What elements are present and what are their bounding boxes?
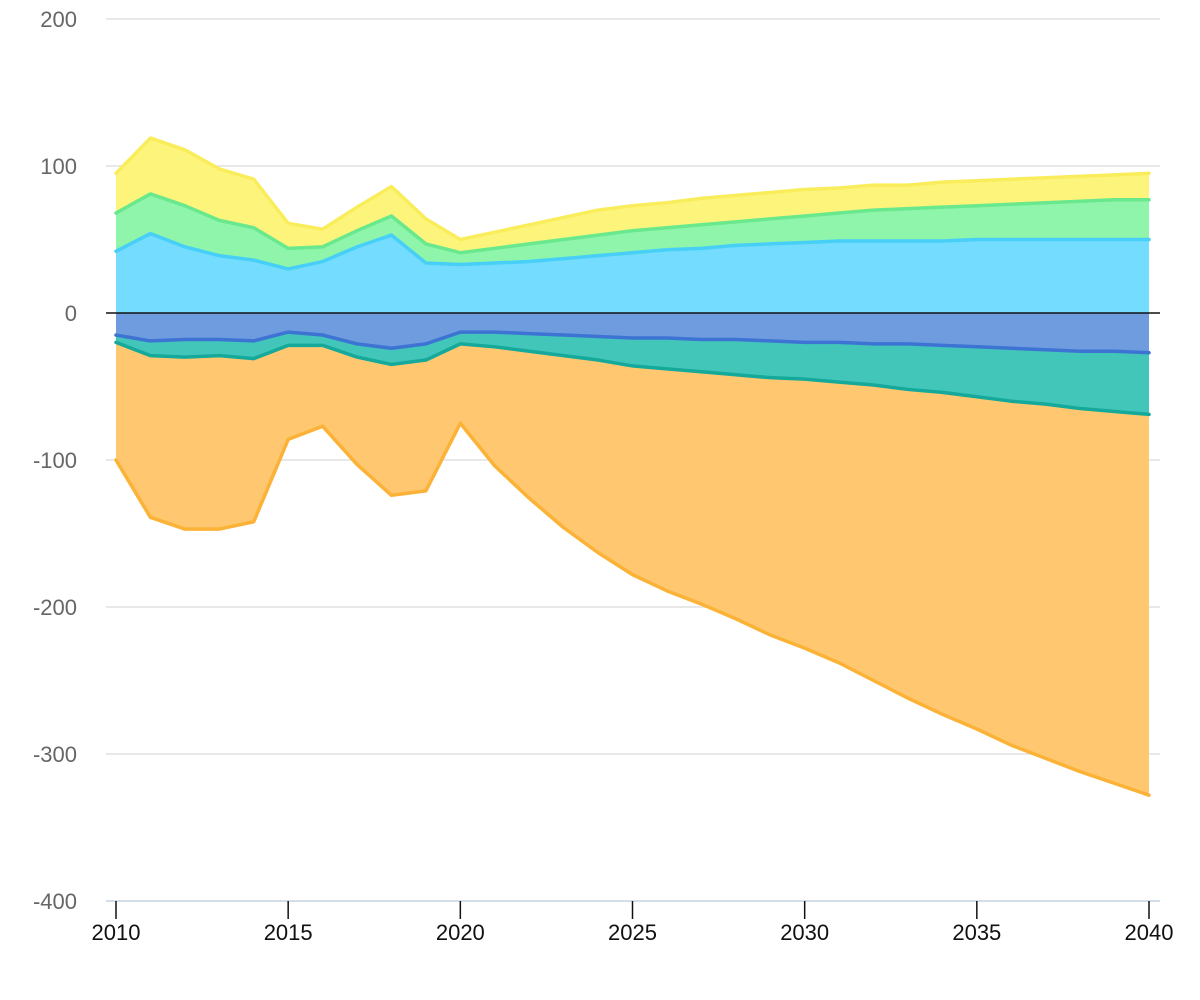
x-tick-label: 2010 — [92, 920, 141, 945]
label-layer: 200 100 0 -100 -200 -300 -400 2010 2015 2020 2025 2… — [33, 7, 1174, 945]
line-positive-series-2 — [114, 192, 1151, 255]
x-tick-label: 2030 — [780, 920, 829, 945]
x-tick-label: 2025 — [608, 920, 657, 945]
line-negative-series-1 — [114, 330, 1151, 355]
x-tick-label: 2020 — [436, 920, 485, 945]
y-tick-label: 0 — [65, 301, 77, 326]
line-negative-series-2 — [114, 340, 1151, 417]
axis-layer — [106, 312, 1160, 919]
line-positive-series-3 — [114, 136, 1151, 242]
area-negative-series-3 — [116, 342, 1149, 796]
x-tick-label: 2015 — [264, 920, 313, 945]
area-positive-series-1 — [116, 233, 1149, 313]
y-tick-label: -200 — [33, 595, 77, 620]
y-tick-label: -400 — [33, 889, 77, 914]
y-tick-label: 100 — [40, 154, 77, 179]
area-negative-series-2 — [116, 332, 1149, 415]
line-positive-series-1 — [114, 231, 1151, 271]
line-layer — [114, 136, 1151, 797]
y-tick-label: -100 — [33, 448, 77, 473]
line-negative-series-3 — [114, 421, 1151, 797]
x-tick-label: 2040 — [1125, 920, 1174, 945]
x-tick-label: 2035 — [952, 920, 1001, 945]
y-tick-label: 200 — [40, 7, 77, 32]
y-tick-label: -300 — [33, 742, 77, 767]
